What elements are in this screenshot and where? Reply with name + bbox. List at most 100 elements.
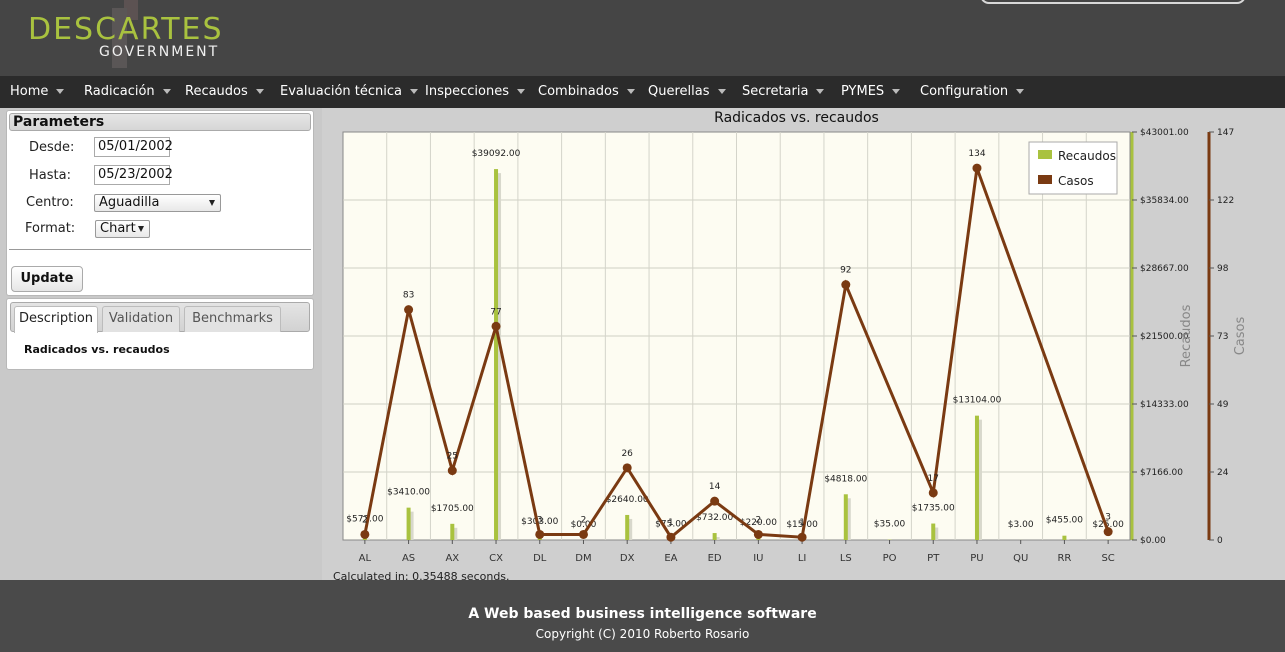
line-point-casos [578, 529, 588, 539]
menu-radicacion[interactable]: Radicación [84, 76, 171, 108]
chevron-down-icon [56, 89, 65, 94]
legend-swatch-casos [1038, 175, 1052, 184]
line-point-casos [797, 532, 807, 542]
bar-data-label: $13104.00 [953, 396, 1002, 406]
bar-data-label: $75.00 [655, 519, 687, 529]
x-tick-label: EA [664, 553, 677, 564]
x-tick-label: ED [708, 553, 722, 564]
tab-description[interactable]: Description [14, 306, 98, 333]
line-data-label: 83 [403, 291, 414, 301]
y-tick-label-casos: 73 [1217, 332, 1228, 342]
parameters-panel: Parameters Desde: 05/01/2002 Hasta: 05/2… [6, 110, 314, 296]
menu-querellas[interactable]: Querellas [648, 76, 726, 108]
desde-label: Desde: [29, 140, 75, 155]
search-input[interactable] [980, 0, 1246, 4]
y-tick-label-recaudos: $35834.00 [1140, 196, 1189, 206]
x-tick-label: DX [620, 553, 635, 564]
main-menu: Home Radicación Recaudos Evaluación técn… [0, 76, 1285, 108]
line-point-casos [841, 280, 851, 290]
line-data-label: 1 [668, 518, 674, 528]
bar-data-label: $303.00 [521, 517, 558, 527]
menu-label: Querellas [648, 84, 710, 99]
tab-validation[interactable]: Validation [102, 306, 180, 332]
y-tick-label-casos: 98 [1217, 264, 1229, 274]
x-tick-label: DM [575, 553, 591, 564]
x-tick-label: IU [753, 553, 763, 564]
bar-data-label: $25.00 [1092, 520, 1124, 530]
line-data-label: 3 [537, 515, 543, 525]
menu-pymes[interactable]: PYMES [841, 76, 901, 108]
bar-data-label: $455.00 [1046, 516, 1083, 526]
centro-select-value: Aguadilla [99, 195, 160, 210]
logo-title[interactable]: DESCARTES [28, 12, 224, 47]
y-tick-label-casos: 49 [1217, 400, 1229, 410]
x-tick-label: LS [840, 553, 852, 564]
line-point-casos [404, 305, 414, 315]
bar-recaudos [843, 494, 848, 540]
legend-swatch-recaudos [1038, 150, 1052, 159]
update-button[interactable]: Update [11, 266, 83, 292]
tab-benchmarks[interactable]: Benchmarks [184, 306, 281, 332]
y-tick-label-recaudos: $21500.00 [1140, 332, 1189, 342]
hasta-field[interactable]: 05/23/2002 [94, 165, 173, 185]
bar-data-label: $15.00 [786, 520, 818, 530]
bar-data-label: $39092.00 [472, 149, 521, 159]
y-tick-label-recaudos: $28667.00 [1140, 264, 1189, 274]
bar-data-label: $573.00 [346, 515, 383, 525]
logo-subtitle: GOVERNMENT [99, 44, 220, 60]
bar-recaudos [406, 507, 411, 540]
line-point-casos [491, 321, 501, 331]
menu-recaudos[interactable]: Recaudos [185, 76, 264, 108]
y-tick-label-recaudos: $0.00 [1140, 536, 1166, 546]
chevron-down-icon [717, 89, 726, 94]
hasta-label: Hasta: [29, 168, 71, 183]
menu-label: Combinados [538, 84, 619, 99]
line-data-label: 1 [799, 518, 805, 528]
menu-secretaria[interactable]: Secretaria [742, 76, 825, 108]
x-tick-label: PU [970, 553, 983, 564]
bar-data-label: $0.00 [571, 520, 597, 530]
line-point-casos [972, 163, 982, 173]
bar-shadow [409, 511, 414, 540]
footer: A Web based business intelligence softwa… [0, 580, 1285, 652]
line-point-casos [1103, 527, 1113, 537]
desde-field[interactable]: 05/01/2002 [94, 137, 173, 157]
y-tick-label-casos: 122 [1217, 196, 1234, 206]
chevron-down-icon [892, 89, 901, 94]
chevron-down-icon [255, 89, 264, 94]
x-tick-label: AL [359, 553, 372, 564]
chevron-down-icon [409, 89, 418, 94]
centro-select[interactable]: Aguadilla [94, 194, 221, 212]
line-point-casos [710, 496, 720, 506]
menu-label: Evaluación técnica [280, 84, 402, 99]
x-tick-label: AX [445, 553, 459, 564]
bar-shadow [365, 538, 370, 540]
bar-shadow [453, 527, 458, 540]
line-data-label: 2 [581, 515, 587, 525]
bar-data-label: $1735.00 [912, 504, 955, 514]
logo-mark-bar [112, 8, 127, 68]
bar-data-label: $35.00 [874, 520, 906, 530]
line-data-label: 92 [840, 266, 851, 276]
x-tick-label: SC [1101, 553, 1114, 564]
line-data-label: 2 [362, 515, 368, 525]
logo-mark [124, 0, 138, 20]
format-select[interactable]: Chart [95, 220, 150, 238]
legend-label-casos: Casos [1058, 174, 1094, 188]
y-axis-title-recaudos: Recaudos [1179, 304, 1194, 367]
line-point-casos [447, 466, 457, 476]
menu-home[interactable]: Home [10, 76, 65, 108]
line-data-label: 26 [621, 449, 633, 459]
menu-label: Recaudos [185, 84, 248, 99]
line-point-casos [753, 529, 763, 539]
menu-inspecciones[interactable]: Inspecciones [425, 76, 525, 108]
bar-shadow [934, 527, 939, 540]
bar-recaudos [494, 169, 499, 541]
menu-evaluacion-tecnica[interactable]: Evaluación técnica [280, 76, 418, 108]
line-data-label: 2 [755, 515, 761, 525]
chevron-down-icon [516, 89, 525, 94]
menu-combinados[interactable]: Combinados [538, 76, 635, 108]
menu-configuration[interactable]: Configuration [920, 76, 1025, 108]
x-tick-label: PT [927, 553, 940, 564]
footer-tagline: A Web based business intelligence softwa… [468, 606, 817, 622]
